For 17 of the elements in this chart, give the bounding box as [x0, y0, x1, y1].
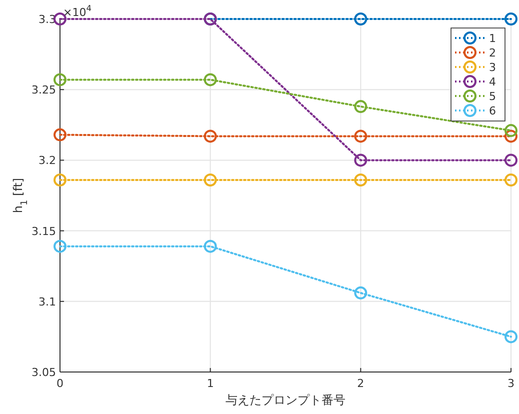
y-tick-label: 3.1	[38, 295, 56, 308]
y-tick-label: 3.2	[38, 154, 56, 168]
legend-label: 2	[489, 46, 496, 60]
text: ×10$^{4}$	[63, 3, 92, 19]
x-tick-label: 3	[508, 377, 514, 390]
legend-label: 3	[489, 61, 496, 74]
x-axis-title: 与えたプロンプト番号	[226, 393, 346, 407]
legend-label: 1	[489, 32, 496, 45]
y-tick-label: 3.05	[32, 366, 56, 379]
legend-label: 5	[489, 90, 496, 103]
legend-label: 6	[489, 104, 496, 118]
x-tick-label: 1	[206, 377, 214, 390]
x-tick-label: 0	[56, 377, 64, 390]
x-tick-label: 2	[357, 377, 364, 390]
y-tick-label: 3.25	[32, 84, 56, 97]
y-tick-label: 3.15	[32, 224, 56, 238]
legend-label: 4	[489, 76, 496, 88]
